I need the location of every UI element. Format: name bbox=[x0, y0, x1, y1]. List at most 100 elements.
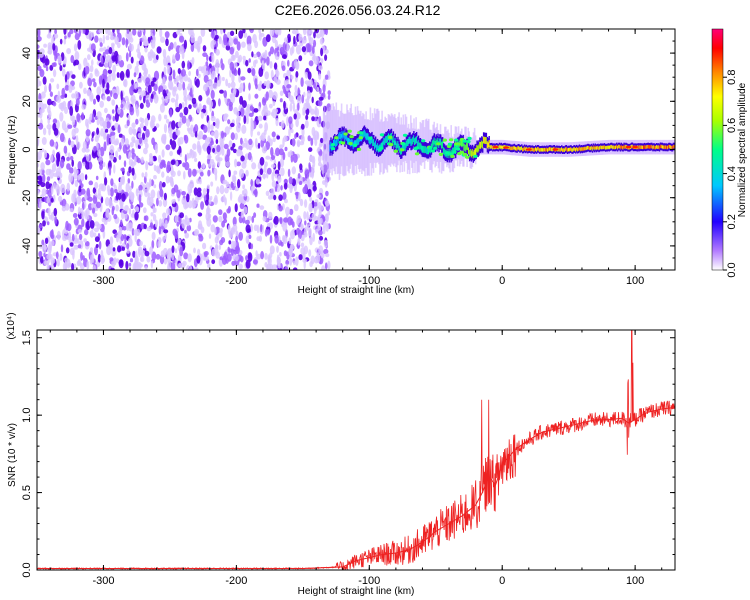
noise-blob bbox=[308, 162, 311, 169]
noise-blob bbox=[49, 91, 54, 97]
noise-blob bbox=[274, 29, 280, 35]
noise-blob bbox=[94, 221, 100, 227]
noise-blob bbox=[203, 84, 208, 92]
noise-blob bbox=[182, 81, 186, 91]
noise-blob bbox=[186, 127, 190, 132]
noise-blob bbox=[229, 93, 233, 99]
noise-blob bbox=[74, 127, 79, 134]
noise-blob bbox=[162, 212, 167, 219]
noise-blob bbox=[150, 212, 154, 217]
signal-halo bbox=[322, 111, 325, 180]
noise-blob bbox=[186, 224, 192, 232]
noise-blob bbox=[318, 230, 323, 236]
noise-blob bbox=[250, 243, 254, 250]
noise-blob bbox=[77, 228, 83, 234]
noise-blob bbox=[127, 222, 133, 232]
snr-xlabel: Height of straight line (km) bbox=[298, 586, 415, 597]
noise-blob bbox=[59, 65, 63, 72]
noise-blob bbox=[212, 215, 218, 223]
noise-blob bbox=[275, 70, 280, 78]
noise-blob bbox=[241, 100, 247, 109]
noise-blob bbox=[226, 148, 231, 158]
noise-blob bbox=[302, 29, 307, 36]
noise-blob bbox=[59, 112, 64, 122]
noise-blob bbox=[125, 182, 130, 193]
noise-blob bbox=[266, 263, 272, 270]
noise-blob bbox=[102, 78, 105, 89]
signal-core bbox=[582, 147, 584, 151]
signal-blob bbox=[452, 150, 457, 154]
signal-blob bbox=[445, 151, 450, 155]
noise-blob bbox=[254, 138, 258, 148]
noise-blob bbox=[264, 161, 268, 167]
noise-blob bbox=[266, 167, 272, 175]
signal-blob bbox=[462, 152, 467, 156]
noise-blob bbox=[116, 72, 120, 78]
signal-core bbox=[422, 146, 424, 153]
signal-core bbox=[408, 137, 410, 144]
signal-halo bbox=[375, 108, 378, 163]
noise-blob bbox=[191, 57, 195, 65]
noise-blob bbox=[84, 148, 90, 153]
signal-core bbox=[502, 145, 504, 149]
noise-blob bbox=[253, 108, 259, 113]
noise-blob bbox=[298, 33, 303, 42]
noise-blob bbox=[272, 100, 276, 107]
noise-blob bbox=[105, 88, 110, 95]
noise-blob bbox=[212, 147, 216, 153]
noise-blob bbox=[321, 265, 326, 270]
noise-blob bbox=[113, 164, 116, 174]
noise-blob bbox=[165, 38, 169, 47]
signal-core bbox=[585, 146, 587, 151]
noise-blob bbox=[263, 115, 267, 121]
signal-core bbox=[349, 138, 351, 146]
signal-core bbox=[354, 140, 356, 148]
noise-blob bbox=[51, 229, 54, 238]
noise-blob bbox=[257, 142, 261, 149]
noise-blob bbox=[223, 33, 228, 43]
signal-core bbox=[596, 146, 598, 150]
noise-blob bbox=[38, 122, 44, 130]
noise-blob bbox=[286, 69, 292, 77]
signal-core bbox=[446, 151, 448, 158]
noise-blob bbox=[223, 113, 229, 118]
signal-core bbox=[355, 140, 357, 148]
noise-blob bbox=[142, 207, 147, 214]
noise-blob bbox=[110, 267, 115, 270]
noise-blob bbox=[63, 29, 67, 35]
noise-blob bbox=[73, 244, 79, 250]
signal-core bbox=[559, 148, 561, 152]
noise-blob bbox=[243, 115, 247, 125]
noise-blob bbox=[282, 238, 286, 243]
signal-core bbox=[616, 144, 618, 149]
noise-blob bbox=[140, 156, 144, 164]
noise-blob bbox=[91, 137, 94, 142]
noise-blob bbox=[202, 162, 206, 169]
noise-blob bbox=[162, 236, 165, 242]
noise-blob bbox=[37, 44, 40, 50]
noise-blob bbox=[77, 40, 82, 50]
noise-blob bbox=[100, 128, 104, 137]
signal-core bbox=[475, 148, 477, 155]
noise-blob bbox=[144, 250, 150, 257]
noise-blob bbox=[156, 197, 159, 207]
signal-core bbox=[524, 147, 527, 152]
noise-blob bbox=[62, 68, 66, 77]
noise-blob bbox=[269, 234, 273, 244]
noise-blob bbox=[247, 252, 253, 262]
noise-blob bbox=[42, 173, 46, 183]
noise-blob bbox=[296, 215, 302, 224]
noise-blob bbox=[128, 126, 133, 136]
noise-blob bbox=[206, 54, 209, 62]
signal-core bbox=[344, 135, 346, 143]
noise-blob bbox=[189, 188, 193, 194]
signal-core bbox=[471, 149, 474, 156]
noise-blob bbox=[274, 169, 280, 175]
signal-core bbox=[640, 145, 642, 149]
signal-core bbox=[538, 148, 541, 152]
signal-core bbox=[443, 148, 446, 156]
noise-blob bbox=[210, 89, 215, 100]
noise-blob bbox=[94, 35, 99, 43]
noise-blob bbox=[203, 75, 209, 83]
noise-blob bbox=[324, 74, 329, 80]
